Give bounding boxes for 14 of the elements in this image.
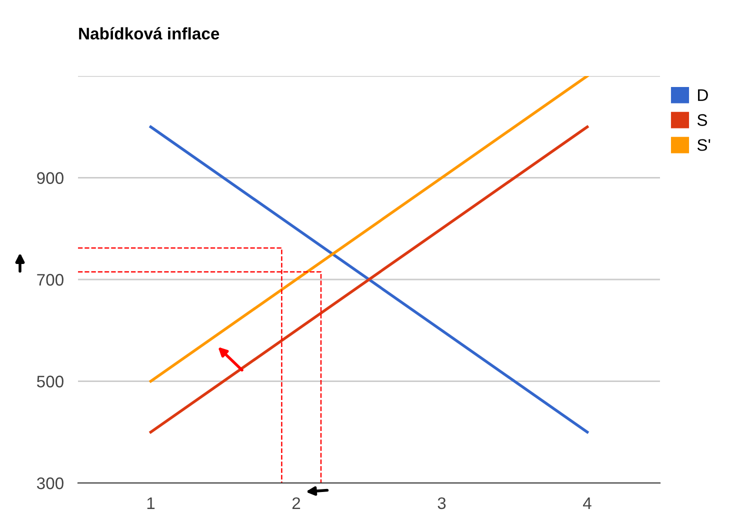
x-tick-label: 4 [583,498,592,509]
chart-title: Nabídková inflace [79,27,220,40]
x-tick-label: 2 [292,497,300,509]
y-tick-label: 500 [36,376,64,388]
x-tick-label: 3 [438,497,446,510]
line-series [149,76,589,383]
legend-label: D [698,89,708,101]
y-tick-label: 900 [37,172,64,184]
legend-label: S' [697,139,710,151]
y-tick-label: 700 [37,274,64,286]
legend-label: S [697,114,708,126]
line-series [149,125,589,434]
y-tick-label: 300 [36,477,64,490]
x-tick-label: 1 [147,498,155,509]
